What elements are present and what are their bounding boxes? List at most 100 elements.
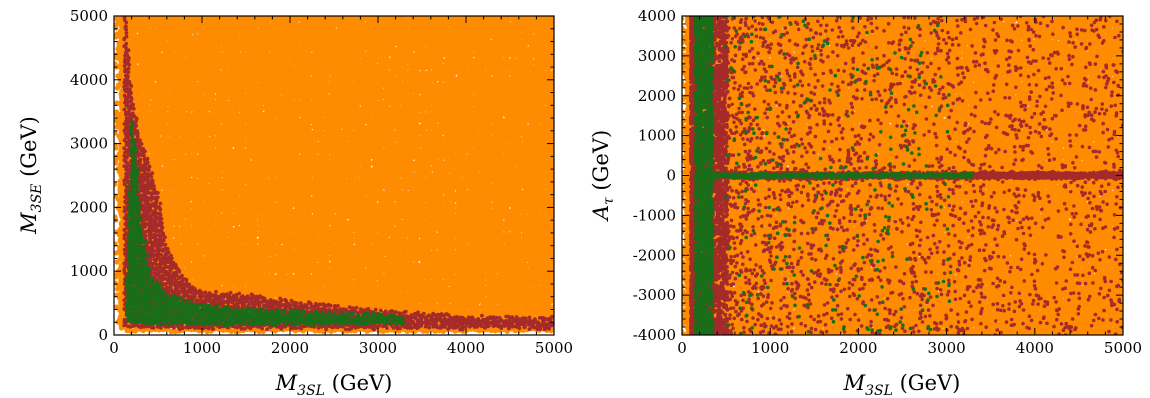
orange-point [255, 97, 265, 107]
orange-point [166, 218, 175, 228]
orange-point [226, 260, 236, 270]
orange-point [136, 75, 145, 84]
orange-point [214, 164, 224, 173]
orange-point [165, 163, 175, 173]
orange-point [183, 170, 193, 180]
orange-point [534, 16, 539, 17]
orange-point [261, 151, 271, 161]
orange-point [237, 176, 247, 186]
orange-point [184, 247, 193, 257]
brown-point [138, 185, 143, 189]
orange-point [255, 278, 265, 287]
orange-point [153, 127, 163, 137]
orange-point [118, 301, 124, 307]
orange-point [196, 206, 205, 216]
orange-point [166, 32, 175, 42]
brown-point [124, 27, 129, 32]
orange-point [171, 86, 181, 96]
orange-point [261, 235, 271, 245]
orange-point [190, 134, 200, 144]
brown-point [143, 217, 148, 222]
orange-point [163, 16, 168, 17]
brown-point [126, 70, 131, 75]
orange-point [550, 217, 554, 227]
brown-point [145, 197, 150, 202]
orange-point [190, 182, 200, 192]
orange-point [153, 62, 163, 72]
orange-point [178, 188, 187, 198]
brown-point [122, 209, 127, 214]
orange-point [129, 56, 139, 66]
orange-point [129, 25, 139, 35]
orange-point [261, 128, 271, 138]
orange-point [141, 97, 151, 107]
orange-point [243, 38, 253, 48]
brown-point [138, 138, 142, 143]
orange-point [195, 254, 205, 263]
orange-point [237, 86, 247, 95]
orange-point [207, 127, 217, 137]
orange-point [219, 247, 229, 257]
orange-point [223, 16, 229, 17]
brown-point [126, 48, 131, 53]
orange-point [249, 272, 259, 281]
orange-point [255, 195, 265, 204]
orange-point [184, 253, 194, 263]
orange-point [219, 27, 229, 36]
brown-point [122, 16, 127, 20]
orange-point [165, 68, 175, 78]
orange-point [238, 236, 247, 246]
orange-point [142, 20, 151, 30]
orange-point [231, 217, 241, 227]
orange-point [480, 16, 485, 17]
orange-point [183, 135, 193, 144]
orange-point [178, 25, 187, 35]
orange-point [510, 16, 515, 17]
orange-point [160, 20, 169, 30]
brown-point [131, 102, 136, 107]
orange-point [492, 16, 497, 17]
brown-point [146, 168, 151, 173]
orange-point [427, 16, 432, 17]
orange-point [207, 140, 217, 150]
orange-point [261, 43, 271, 53]
orange-point [238, 116, 247, 125]
orange-point [550, 260, 554, 270]
orange-point [207, 86, 217, 95]
orange-point [291, 16, 301, 23]
orange-point [207, 92, 217, 102]
orange-point [141, 38, 151, 48]
brown-point [124, 155, 129, 160]
orange-point [183, 194, 193, 203]
orange-point [268, 134, 278, 144]
orange-point [255, 38, 265, 47]
orange-point [192, 16, 197, 17]
brown-point [143, 234, 148, 238]
orange-point [243, 151, 253, 161]
orange-point [177, 211, 187, 221]
orange-point [213, 259, 223, 269]
brown-point [122, 323, 127, 328]
orange-point [213, 224, 223, 234]
orange-point [237, 206, 247, 216]
orange-point [550, 61, 554, 71]
orange-point [256, 266, 266, 275]
brown-point [127, 108, 132, 112]
orange-point [184, 38, 194, 48]
orange-point [214, 86, 224, 95]
orange-point [213, 206, 223, 215]
orange-point [249, 236, 259, 246]
orange-point [371, 16, 377, 17]
brown-point [122, 64, 127, 68]
orange-point [117, 178, 123, 184]
orange-point [456, 16, 461, 17]
orange-point [550, 188, 554, 197]
orange-point [226, 139, 235, 149]
orange-point [196, 50, 206, 60]
orange-point [183, 49, 193, 59]
orange-point [165, 230, 175, 240]
brown-point [122, 128, 127, 133]
brown-point [128, 87, 132, 92]
orange-point [172, 182, 182, 192]
